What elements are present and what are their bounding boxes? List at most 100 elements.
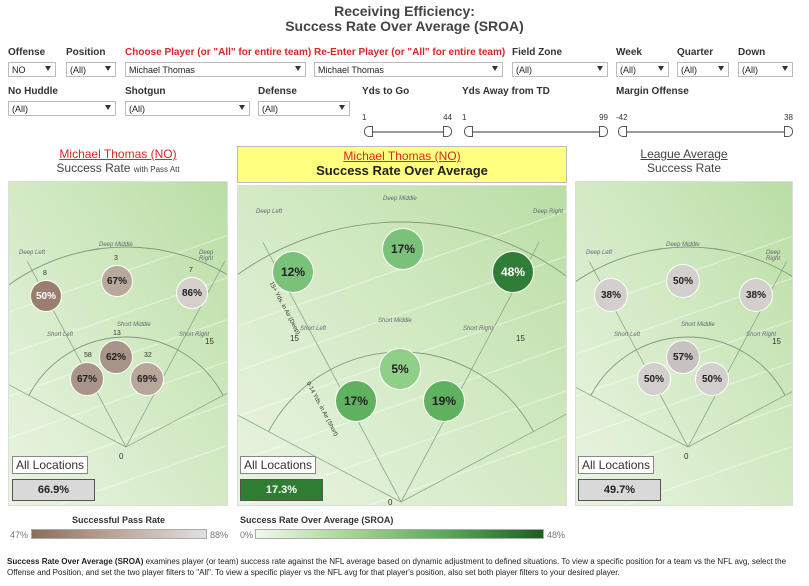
zone-bubble[interactable]: 67% [101,265,133,297]
right-panel-field [576,182,792,505]
zone-bubble[interactable]: 50% [666,264,700,298]
filter-defense: Defense (All) [258,86,350,116]
zone-bubble[interactable]: 48% [492,251,534,293]
left-field-panel: Deep Left Deep Middle Deep Right Short Left… [8,181,228,506]
quarter-dropdown[interactable]: (All) [677,62,729,77]
zone-bubble[interactable]: 19% [423,380,465,422]
slider-handle-min[interactable] [464,126,473,137]
zone-bubble[interactable]: 50% [695,362,729,396]
slider-track [464,131,606,133]
zone-bubble[interactable]: 67% [70,362,104,396]
right-panel-name[interactable]: League Average [640,147,728,161]
yard-number: 15 [772,337,781,346]
shotgun-dropdown[interactable]: (All) [125,101,250,116]
yard-number: 15 [516,334,525,343]
yard-number: 15 [205,337,214,346]
zone-label: Short Middle [117,322,151,328]
footer-description: Success Rate Over Average (SROA) examine… [7,557,787,577]
slider-handle-max[interactable] [443,126,452,137]
right-panel-subtitle: Success Rate [646,161,722,175]
zone-label: Short Middle [378,318,412,324]
left-all-locations-value: 66.9% [12,479,95,501]
dashboard-subtitle: Success Rate Over Average (SROA) [285,18,524,34]
chevron-down-icon [658,66,664,71]
yds-to-go-slider[interactable]: 1 44 [362,97,452,137]
filter-choose-player: Choose Player (or "All" for entire team)… [125,47,312,77]
zone-label: Short Right [746,332,777,338]
filter-reenter-player: Re-Enter Player (or "All" for entire tea… [314,47,506,77]
yds-away-slider[interactable]: 1 99 [462,97,608,137]
zone-bubble[interactable]: 17% [382,228,424,270]
choose-player-dropdown[interactable]: Michael Thomas [125,62,306,77]
filter-quarter: Quarter (All) [677,47,729,77]
attempt-count: 7 [189,267,193,274]
zone-label: Deep Left [19,250,46,256]
zone-bubble[interactable]: 86% [176,277,208,309]
zone-bubble[interactable]: 50% [30,280,62,312]
defense-dropdown[interactable]: (All) [258,101,350,116]
zone-bubble[interactable]: 69% [130,362,164,396]
slider-handle-max[interactable] [599,126,608,137]
chevron-down-icon [45,66,51,71]
left-player-name[interactable]: Michael Thomas (NO) [59,147,177,161]
zone-label: Deep Middle [99,242,133,248]
zone-bubble[interactable]: 57% [666,340,700,374]
no-huddle-dropdown[interactable]: (All) [8,101,116,116]
legend-left-title: Successful Pass Rate [72,515,166,525]
zone-label: Short Left [300,326,327,332]
filter-no-huddle: No Huddle (All) [8,86,116,116]
center-panel-header: Michael Thomas (NO) Success Rate Over Av… [237,146,567,183]
down-dropdown[interactable]: (All) [738,62,793,77]
zone-label: Deep Left [586,250,613,256]
slider-handle-min[interactable] [618,126,627,137]
left-panel-subtitle: Success Rate with Pass Att [56,161,180,175]
attempt-count: 32 [144,352,152,359]
chevron-down-icon [239,105,245,110]
legend-left-min: 47% [10,530,29,540]
attempt-count: 3 [114,255,118,262]
filter-shotgun: Shotgun (All) [125,86,250,116]
attempt-count: 58 [84,352,92,359]
filter-margin: Margin Offense -42 38 [616,86,793,137]
week-dropdown[interactable]: (All) [616,62,669,77]
chevron-down-icon [597,66,603,71]
zone-label: Deep Right [533,209,564,215]
zone-label: Short Middle [681,322,715,328]
center-all-locations-label: All Locations [240,456,317,474]
dashboard-title: Receiving Efficiency: [334,3,475,19]
zone-bubble[interactable]: 12% [272,251,314,293]
yard-number: 0 [119,452,124,461]
slider-handle-min[interactable] [364,126,373,137]
center-all-locations-value: 17.3% [240,479,323,501]
zone-bubble[interactable]: 17% [335,380,377,422]
filter-position: Position (All) [66,47,116,77]
zone-label: Deep Right [199,250,214,262]
zone-bubble[interactable]: 38% [739,278,773,312]
offense-dropdown[interactable]: NO [8,62,56,77]
zone-bubble[interactable]: 38% [594,278,628,312]
position-dropdown[interactable]: (All) [66,62,116,77]
filter-week: Week (All) [616,47,669,77]
zone-label: Deep Left [256,209,283,215]
legend-right-gradient [255,529,544,539]
zone-bubble[interactable]: 62% [99,340,133,374]
margin-slider[interactable]: -42 38 [616,97,793,137]
zone-bubble[interactable]: 5% [379,348,421,390]
center-player-name[interactable]: Michael Thomas (NO) [343,149,461,163]
field-zone-dropdown[interactable]: (All) [512,62,608,77]
center-panel-subtitle: Success Rate Over Average [316,163,488,178]
attempt-count: 8 [43,270,47,277]
chevron-down-icon [339,105,345,110]
right-all-locations-label: All Locations [578,456,655,474]
center-field-panel: Deep Left Deep Middle Deep Right Short Left… [237,185,567,506]
yard-number: 0 [388,498,393,506]
legend-left-max: 88% [210,530,229,540]
filter-field-zone: Field Zone (All) [512,47,608,77]
right-field-panel: Deep Left Deep Middle Deep Right Short Left… [575,181,793,506]
slider-handle-max[interactable] [784,126,793,137]
reenter-player-dropdown[interactable]: Michael Thomas [314,62,503,77]
zone-bubble[interactable]: 50% [637,362,671,396]
chevron-down-icon [295,66,301,71]
zone-label: Deep Middle [666,242,700,248]
chevron-down-icon [105,66,111,71]
